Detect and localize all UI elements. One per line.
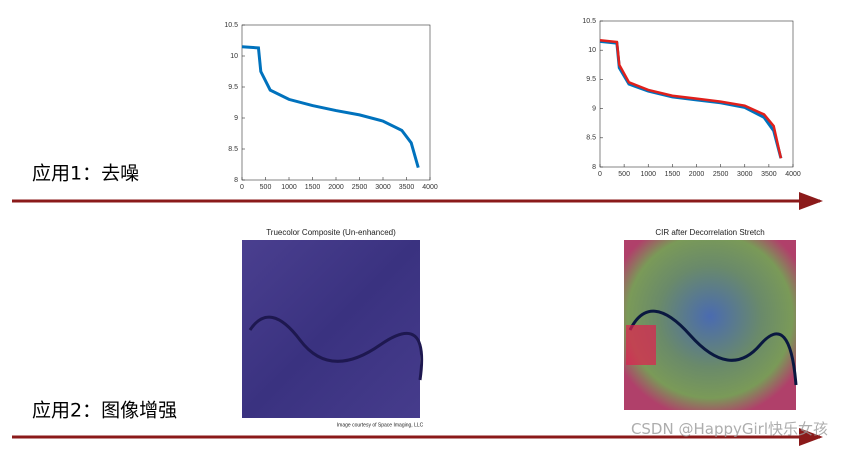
x-tick-label: 1000	[281, 184, 297, 191]
x-tick-label: 3000	[375, 184, 391, 191]
y-tick-label: 8.5	[586, 135, 596, 142]
row-label: 应用1：去噪	[32, 163, 139, 185]
x-tick-label: 1000	[640, 171, 656, 178]
x-tick-label: 0	[240, 184, 244, 191]
watermark: CSDN @HappyGirl快乐女孩	[631, 420, 828, 438]
image-caption: Image courtesy of Space Imaging, LLC	[337, 422, 424, 428]
x-tick-label: 4000	[785, 171, 801, 178]
x-tick-label: 2500	[713, 171, 729, 178]
x-tick-label: 3000	[737, 171, 753, 178]
x-tick-label: 500	[618, 171, 630, 178]
y-tick-label: 10	[230, 53, 238, 60]
image-title: Truecolor Composite (Un-enhanced)	[266, 228, 396, 237]
x-tick-label: 1500	[665, 171, 681, 178]
y-tick-label: 8	[592, 164, 596, 171]
image	[242, 240, 420, 418]
y-tick-label: 10	[588, 47, 596, 54]
y-tick-label: 8	[234, 177, 238, 184]
x-tick-label: 3500	[761, 171, 777, 178]
x-tick-label: 2500	[352, 184, 368, 191]
plot-area	[599, 20, 794, 168]
y-tick-label: 8.5	[228, 146, 238, 153]
y-tick-label: 9	[592, 105, 596, 112]
series-line	[599, 39, 783, 159]
y-tick-label: 9.5	[586, 76, 596, 83]
river	[628, 309, 798, 386]
y-tick-label: 9	[234, 115, 238, 122]
region	[626, 325, 656, 365]
y-tick-label: 9.5	[228, 84, 238, 91]
x-tick-label: 2000	[689, 171, 705, 178]
x-tick-label: 0	[598, 171, 602, 178]
image-title: CIR after Decorrelation Stretch	[655, 228, 764, 237]
x-tick-label: 500	[260, 184, 272, 191]
y-tick-label: 10.5	[224, 22, 238, 29]
series-line	[241, 45, 420, 169]
x-tick-label: 4000	[422, 184, 438, 191]
x-tick-label: 3500	[399, 184, 415, 191]
river	[248, 315, 424, 381]
x-tick-label: 2000	[328, 184, 344, 191]
x-tick-label: 1500	[305, 184, 321, 191]
plot-area	[241, 24, 431, 181]
row-label: 应用2：图像增强	[32, 400, 177, 422]
y-tick-label: 10.5	[582, 18, 596, 25]
